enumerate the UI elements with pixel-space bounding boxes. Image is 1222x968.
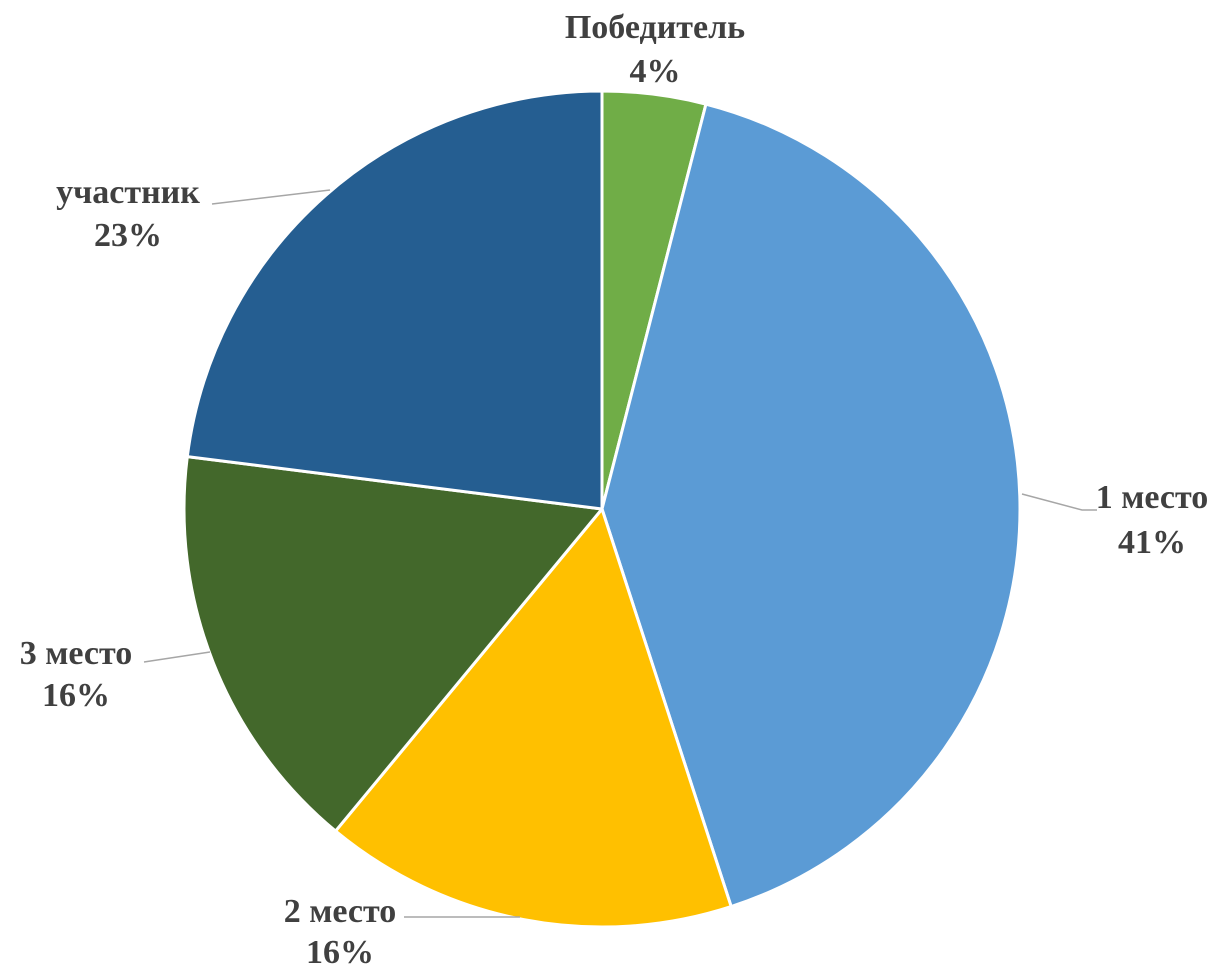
slice-label-3-mesto-name: 3 место [20, 635, 133, 672]
pie-slices [182, 89, 1022, 929]
slice-label-1-mesto-name: 1 место [1096, 479, 1209, 516]
slice-label-1-mesto-value: 41% [1118, 524, 1186, 561]
leader-line-1 [211, 189, 331, 205]
slice-label-3-mesto-value: 16% [42, 677, 110, 714]
pie-slice-3 [182, 455, 604, 833]
slice-label-pobeditel-value: 4% [630, 53, 681, 90]
pie-slice-2 [334, 507, 733, 929]
pie-slice-4 [185, 89, 604, 511]
slice-label-uchastnik-name: участник [56, 174, 200, 211]
slice-label-uchastnik-value: 23% [94, 217, 162, 254]
slice-label-pobeditel-name: Победитель [565, 9, 745, 46]
leader-line-0 [1021, 493, 1097, 511]
leader-lines [143, 189, 1097, 918]
slice-label-2-mesto-name: 2 место [284, 893, 397, 930]
slice-label-2-mesto-value: 16% [306, 934, 374, 968]
leader-line-2 [143, 651, 211, 663]
pie-slice-1 [600, 102, 1022, 909]
